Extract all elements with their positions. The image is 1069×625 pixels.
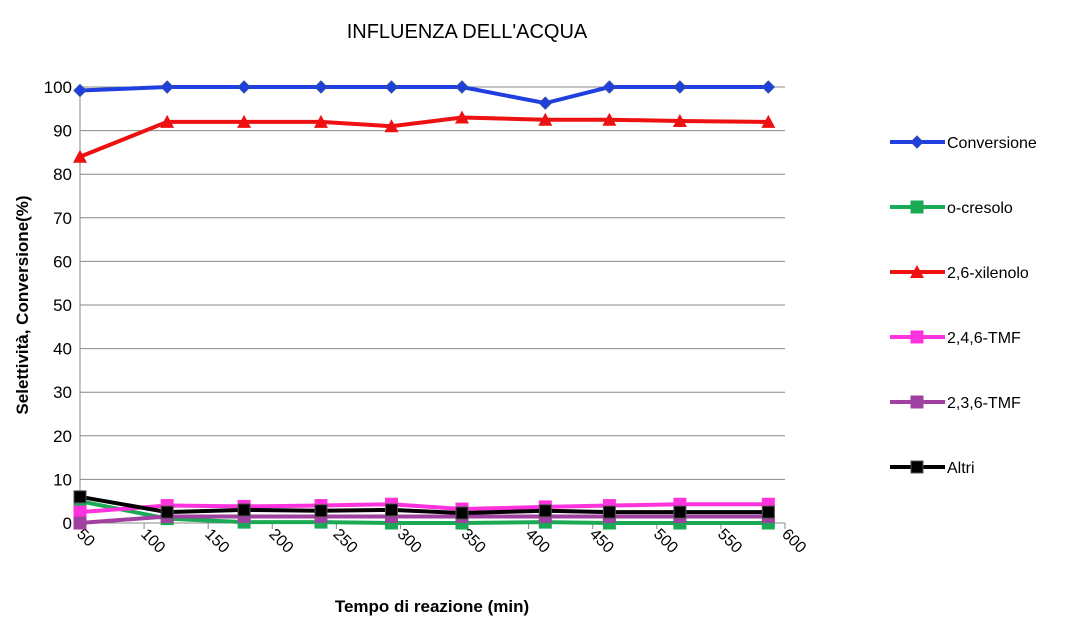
data-point <box>73 490 87 504</box>
data-point <box>314 80 328 94</box>
legend-label: 2,4,6-TMF <box>947 330 1021 347</box>
x-tick-label: 200 <box>265 526 296 557</box>
y-tick-label: 70 <box>53 209 72 228</box>
x-tick-label: 600 <box>778 526 809 557</box>
data-point <box>73 505 87 519</box>
data-point <box>237 80 251 94</box>
x-tick-label: 50 <box>73 526 98 551</box>
x-axis-label: Tempo di reazione (min) <box>335 597 529 616</box>
data-point <box>454 110 469 124</box>
data-point <box>538 96 553 110</box>
y-tick-label: 30 <box>53 383 72 402</box>
y-tick-label: 0 <box>63 514 72 533</box>
y-tick-label: 60 <box>53 252 72 271</box>
data-point <box>602 112 617 126</box>
y-tick-label: 100 <box>44 78 72 97</box>
x-tick-label: 100 <box>137 526 168 557</box>
series-line <box>79 499 769 525</box>
legend-label: 2,3,6-TMF <box>947 395 1021 412</box>
data-point <box>602 80 617 94</box>
data-point <box>384 80 399 94</box>
data-point <box>73 83 87 98</box>
data-point <box>602 505 616 519</box>
data-point <box>761 114 776 128</box>
data-point <box>384 503 398 517</box>
x-tick-label: 550 <box>714 526 745 557</box>
data-point <box>160 80 174 94</box>
data-point <box>73 149 87 163</box>
legend-marker <box>910 330 924 344</box>
legend-marker <box>910 265 924 278</box>
data-point <box>761 505 775 519</box>
chart-title: INFLUENZA DELL'ACQUA <box>347 21 588 43</box>
legend-label: 2,6-xilenolo <box>947 265 1029 282</box>
series <box>73 490 775 520</box>
y-tick-label: 90 <box>53 122 72 141</box>
data-point <box>73 516 87 530</box>
legend-marker <box>910 460 924 474</box>
data-point <box>673 505 687 519</box>
data-point <box>455 506 469 520</box>
y-tick-label: 80 <box>53 165 72 184</box>
y-tick-label: 40 <box>53 340 72 359</box>
x-tick-label: 300 <box>394 526 425 557</box>
data-point <box>237 503 251 517</box>
y-axis-label: Selettività, Conversione(%) <box>13 195 32 414</box>
data-point <box>455 80 469 94</box>
data-point <box>673 80 687 94</box>
x-tick-label: 150 <box>201 526 232 557</box>
x-tick-label: 350 <box>458 526 489 557</box>
x-tick-label: 250 <box>330 526 361 557</box>
data-point <box>384 119 399 133</box>
data-point <box>237 114 252 128</box>
data-point <box>314 504 328 518</box>
legend-label: Altri <box>947 460 975 477</box>
x-tick-label: 400 <box>522 526 553 557</box>
data-point <box>538 504 552 518</box>
y-tick-label: 50 <box>53 296 72 315</box>
legend-label: Conversione <box>947 135 1037 152</box>
legend-label: o-cresolo <box>947 200 1013 217</box>
data-point <box>761 80 776 94</box>
legend-marker <box>910 395 924 409</box>
series-line <box>79 502 769 515</box>
x-tick-label: 500 <box>650 526 681 557</box>
data-point <box>313 114 328 128</box>
series <box>73 110 776 163</box>
y-tick-label: 20 <box>53 427 72 446</box>
series-line <box>79 514 769 525</box>
data-point <box>160 114 175 128</box>
legend-marker <box>910 135 924 149</box>
series <box>73 80 776 110</box>
series-line <box>79 85 769 106</box>
data-point <box>672 114 687 128</box>
data-point <box>538 112 553 126</box>
data-point <box>160 505 174 519</box>
series-line <box>79 115 769 159</box>
series-line <box>79 494 769 515</box>
y-tick-label: 10 <box>53 470 72 489</box>
x-tick-label: 450 <box>586 526 617 557</box>
legend-marker <box>910 200 924 214</box>
